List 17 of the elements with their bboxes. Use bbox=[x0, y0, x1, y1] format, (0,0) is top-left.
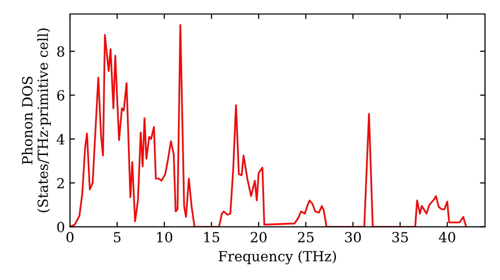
x-axis-title: Frequency (THz) bbox=[218, 250, 336, 264]
y-axis-title: Phonon DOS (States/THz·primitive cell) bbox=[22, 28, 51, 212]
y-tick-label: 4 bbox=[56, 134, 64, 144]
x-tick-label: 20 bbox=[250, 232, 267, 242]
x-tick-label: 30 bbox=[345, 232, 361, 242]
x-tick-label: 5 bbox=[114, 232, 121, 242]
x-tick-label: 35 bbox=[392, 232, 408, 242]
x-tick-label: 25 bbox=[298, 232, 314, 242]
x-tick-label: 0 bbox=[66, 232, 74, 242]
line-series bbox=[70, 24, 467, 227]
y-tick-label: 0 bbox=[57, 222, 64, 232]
x-tick-label: 15 bbox=[204, 232, 220, 242]
y-tick-label: 2 bbox=[57, 178, 64, 188]
x-tick-label: 10 bbox=[157, 232, 172, 242]
y-tick-label: 8 bbox=[57, 46, 64, 57]
y-tick-label: 6 bbox=[57, 90, 64, 101]
x-tick-label: 40 bbox=[438, 232, 456, 242]
